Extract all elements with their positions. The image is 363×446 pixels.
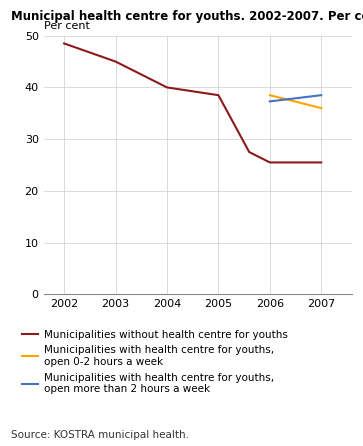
Legend: Municipalities without health centre for youths, Municipalities with health cent: Municipalities without health centre for… [18,326,292,398]
Text: Municipal health centre for youths. 2002-2007. Per cent: Municipal health centre for youths. 2002… [11,10,363,23]
Text: Per cent: Per cent [44,21,89,30]
Text: Source: KOSTRA municipal health.: Source: KOSTRA municipal health. [11,430,189,440]
